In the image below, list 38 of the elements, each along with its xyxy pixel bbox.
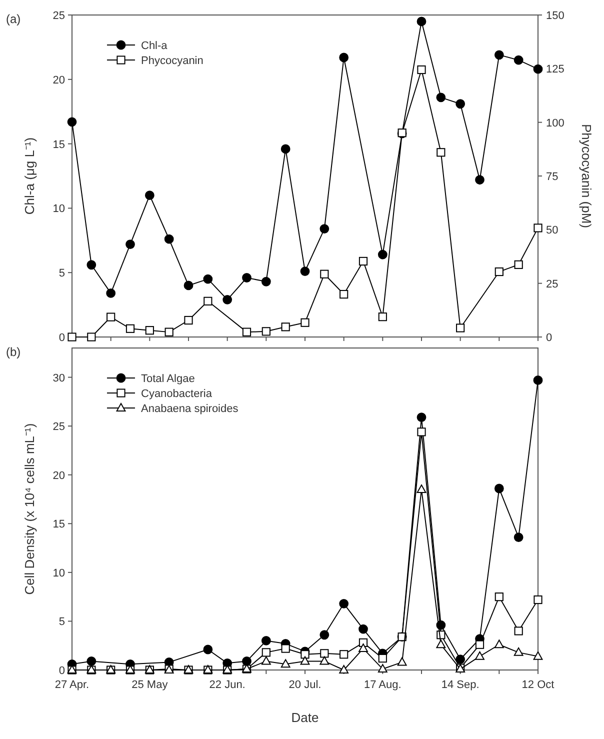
- y2-tick-label: 0: [546, 332, 552, 344]
- y2-tick-label: 125: [546, 64, 564, 76]
- y-tick-label: 5: [58, 616, 65, 628]
- legend-label: Anabaena spiroides: [141, 403, 239, 415]
- x-tick-label: 17 Aug.: [364, 679, 402, 691]
- y-tick-label: 0: [58, 665, 65, 677]
- x-tick-label: 22 Jun.: [209, 679, 246, 691]
- y2-axis-title: Phycocyanin (pM): [579, 124, 594, 228]
- legend-label: Total Algae: [141, 373, 195, 385]
- legend-label: Phycocyanin: [141, 55, 204, 67]
- y-tick-label: 20: [52, 74, 65, 86]
- y-tick-label: 20: [52, 470, 65, 482]
- y-tick-label: 5: [58, 268, 65, 280]
- y-tick-label: 25: [52, 421, 65, 434]
- y-tick-label: 10: [52, 203, 65, 216]
- y2-tick-label: 75: [546, 171, 558, 183]
- legend-label: Cyanobacteria: [141, 388, 213, 400]
- y2-tick-label: 25: [546, 278, 558, 290]
- y2-tick-label: 100: [546, 117, 564, 130]
- x-axis-title: Date: [291, 710, 319, 725]
- y-tick-label: 10: [52, 567, 65, 580]
- y-tick-label: 0: [58, 332, 65, 344]
- x-tick-label: 12 Oct: [522, 679, 554, 691]
- y-tick-label: 15: [52, 138, 65, 151]
- x-tick-label: 14 Sep.: [441, 679, 480, 691]
- y-tick-label: 30: [52, 372, 65, 384]
- chart-title: (b): [6, 345, 21, 359]
- y-tick-label: 15: [52, 518, 65, 531]
- y2-tick-label: 150: [546, 10, 564, 22]
- legend-label: Chl-a: [141, 40, 168, 52]
- x-tick-label: 20 Jul.: [288, 679, 322, 691]
- y-axis-title: Cell Density (x 10⁴ cells mL⁻¹): [22, 423, 37, 595]
- y-axis-title: Chl-a (μg L⁻¹): [22, 137, 37, 215]
- x-tick-label: 27 Apr.: [54, 679, 90, 691]
- x-tick-label: 25 May: [132, 679, 168, 691]
- y2-tick-label: 50: [546, 224, 558, 237]
- chart-title: (a): [6, 12, 21, 26]
- y-tick-label: 25: [52, 10, 65, 22]
